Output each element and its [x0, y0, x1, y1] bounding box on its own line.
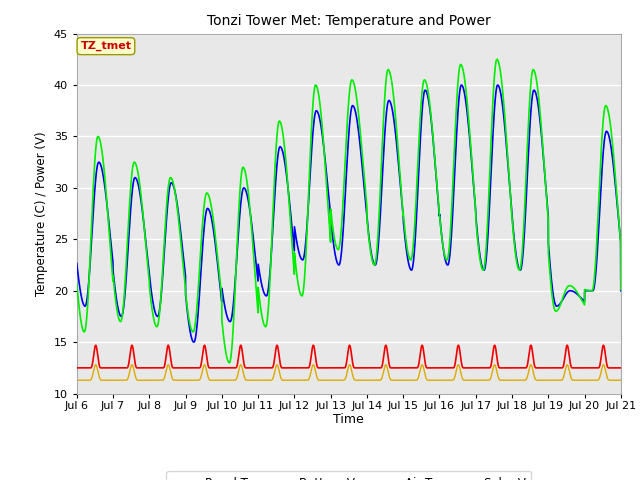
Air T	[412, 234, 419, 240]
Title: Tonzi Tower Met: Temperature and Power: Tonzi Tower Met: Temperature and Power	[207, 14, 491, 28]
Battery V	[565, 352, 573, 358]
Air T	[617, 239, 625, 245]
Solar V	[617, 377, 625, 383]
Solar V	[225, 377, 232, 383]
Battery V	[402, 365, 410, 371]
Solar V	[565, 367, 573, 373]
Panel T	[225, 360, 232, 365]
Battery V	[617, 365, 625, 371]
Battery V	[189, 365, 197, 371]
Solar V	[73, 377, 81, 383]
Panel T	[566, 283, 573, 288]
Air T	[225, 318, 233, 324]
Battery V	[617, 365, 625, 371]
Line: Panel T: Panel T	[77, 60, 621, 363]
Battery V	[225, 365, 232, 371]
Text: TZ_tmet: TZ_tmet	[81, 41, 131, 51]
Panel T	[189, 329, 197, 335]
Battery V	[73, 365, 81, 371]
Solar V	[600, 362, 607, 368]
Battery V	[600, 342, 607, 348]
Line: Battery V: Battery V	[77, 345, 621, 368]
Y-axis label: Temperature (C) / Power (V): Temperature (C) / Power (V)	[35, 132, 48, 296]
Air T	[566, 288, 573, 294]
X-axis label: Time: Time	[333, 413, 364, 426]
Solar V	[617, 377, 625, 383]
Line: Air T: Air T	[77, 85, 621, 342]
Solar V	[402, 377, 410, 383]
Panel T	[73, 280, 81, 286]
Line: Solar V: Solar V	[77, 365, 621, 380]
Panel T	[617, 240, 625, 246]
Legend: Panel T, Battery V, Air T, Solar V: Panel T, Battery V, Air T, Solar V	[166, 471, 531, 480]
Air T	[189, 339, 197, 345]
Panel T	[617, 287, 625, 292]
Air T	[402, 242, 410, 248]
Air T	[617, 288, 625, 294]
Air T	[73, 261, 81, 266]
Solar V	[412, 377, 419, 383]
Air T	[494, 82, 502, 88]
Panel T	[226, 360, 234, 366]
Panel T	[412, 210, 419, 216]
Solar V	[189, 377, 197, 383]
Panel T	[402, 236, 410, 242]
Air T	[190, 339, 198, 345]
Battery V	[412, 365, 419, 371]
Panel T	[493, 57, 500, 62]
